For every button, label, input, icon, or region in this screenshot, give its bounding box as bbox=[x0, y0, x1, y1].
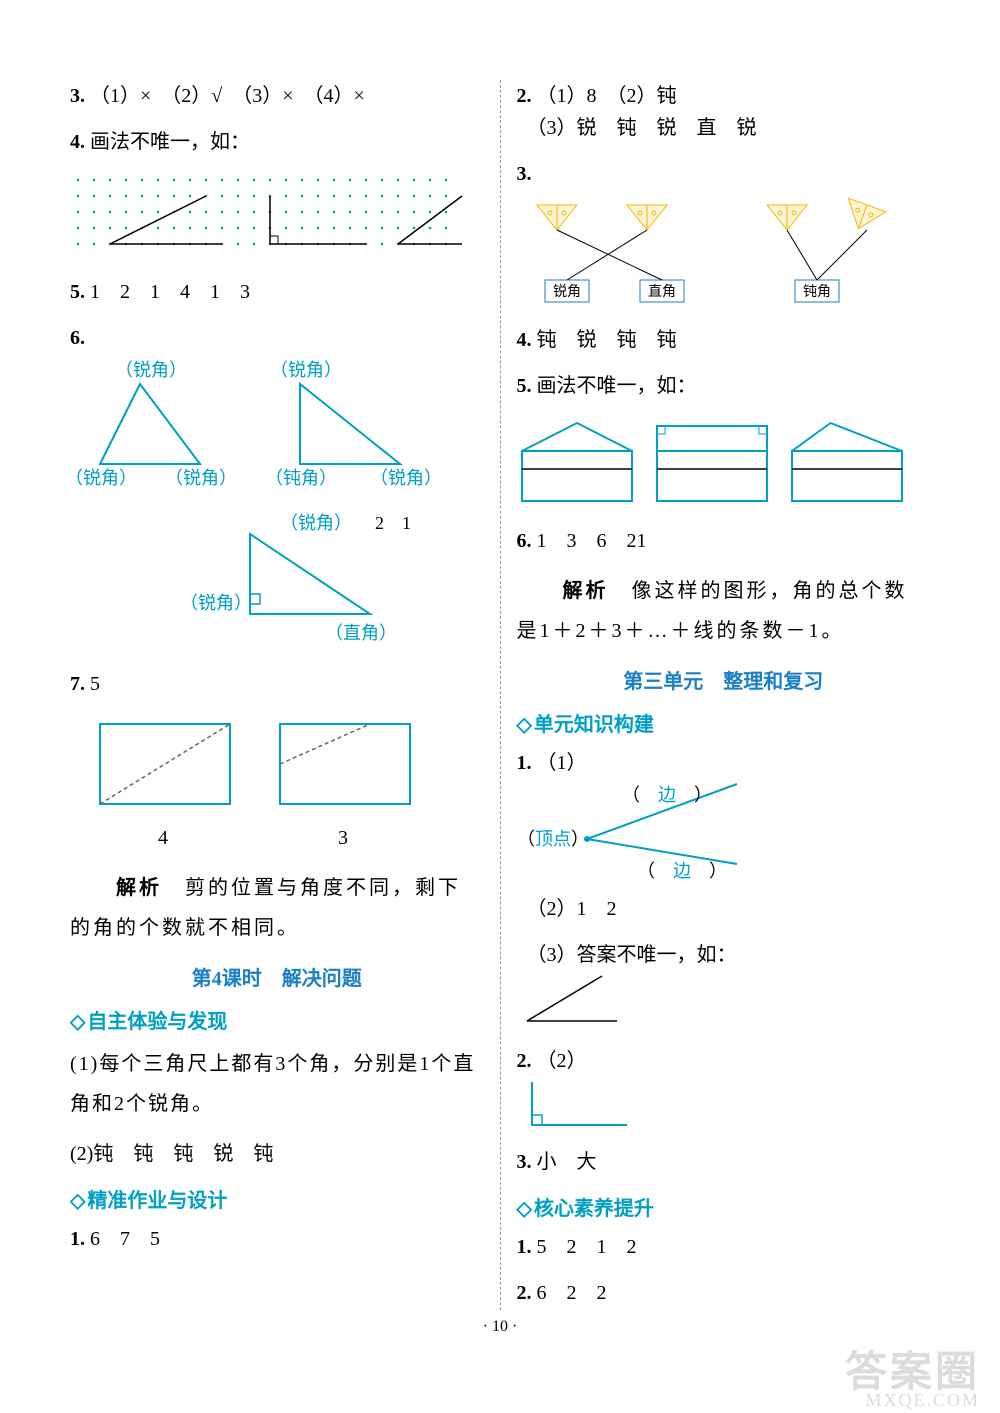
unit3-heading: 第三单元 整理和复习 bbox=[517, 665, 931, 694]
r-q6-text: 1 3 6 21 bbox=[537, 530, 647, 552]
svg-text:（直角）: （直角） bbox=[325, 623, 397, 643]
svg-text:（锐角）: （锐角） bbox=[280, 513, 352, 533]
svg-text:（钝角）: （钝角） bbox=[265, 468, 337, 488]
page-number: · 10 · bbox=[60, 1318, 940, 1336]
svg-text:钝角: 钝角 bbox=[803, 284, 831, 300]
q7-val: 5 bbox=[90, 673, 100, 695]
u-q1-sub3-text: （3）答案不唯一，如： bbox=[537, 944, 737, 966]
svg-text:（锐角）: （锐角） bbox=[270, 360, 342, 380]
q5-num: 5. bbox=[70, 281, 85, 303]
sec2-q1-text: 6 7 5 bbox=[90, 1228, 160, 1250]
q6-num: 6. bbox=[70, 327, 85, 349]
q3-text: （1）× （2）√ （3）× （4）× bbox=[90, 85, 365, 107]
sec2-q1: 1. 6 7 5 bbox=[70, 1223, 484, 1255]
right-angle-svg bbox=[517, 1077, 637, 1132]
r-q6-explain: 解析 像这样的图形，角的总个数是1＋2＋3＋…＋线的条数－1。 bbox=[517, 571, 931, 651]
r-q2-l2: （3）锐 钝 锐 直 锐 bbox=[537, 117, 757, 139]
r-q5-text: 画法不唯一，如： bbox=[537, 375, 697, 397]
svg-text:（锐角）: （锐角） bbox=[70, 468, 137, 488]
q4-text: 画法不唯一，如： bbox=[90, 131, 250, 153]
u-q2: 2. （2） bbox=[517, 1045, 931, 1132]
r-q6-num: 6. bbox=[517, 530, 532, 552]
sec1-i2: (2)钝 钝 钝 锐 钝 bbox=[70, 1138, 484, 1170]
r-q4: 4. 钝 锐 钝 钝 bbox=[517, 324, 931, 356]
svg-text:（锐角）: （锐角） bbox=[165, 468, 237, 488]
r-q2-num: 2. bbox=[517, 85, 532, 107]
u-q1-sub2: （2）1 2 bbox=[517, 893, 931, 925]
column-divider bbox=[500, 80, 501, 1310]
right-column: 2. （1）8 （2）钝 （3）锐 钝 锐 直 锐 3. 锐角 直角 钝角 4. 钝… bbox=[507, 80, 941, 1310]
c-q2: 2. 6 2 2 bbox=[517, 1277, 931, 1309]
q3-num: 3. bbox=[70, 85, 85, 107]
r-q4-num: 4. bbox=[517, 329, 532, 351]
u-q2-text: （2） bbox=[537, 1050, 587, 1072]
q6-row: 6. （锐角） （锐角） （锐角） （锐角） （钝角） （锐角） （锐角） 2 1 （锐角） （直… bbox=[70, 322, 484, 654]
r-q4-text: 钝 锐 钝 钝 bbox=[537, 329, 677, 351]
r-q3-num: 3. bbox=[517, 163, 532, 185]
watermark-url: MXQE.COM bbox=[865, 1390, 980, 1411]
q7-explain: 解析 剪的位置与角度不同，剩下的角的个数就不相同。 bbox=[70, 868, 484, 948]
c-q1-text: 5 2 1 2 bbox=[537, 1236, 637, 1258]
sec3-heading: 单元知识构建 bbox=[517, 708, 931, 737]
planes-svg: 锐角 直角 钝角 bbox=[517, 190, 917, 310]
q7-row: 7. 5 bbox=[70, 668, 484, 700]
dot-grid-svg bbox=[70, 172, 470, 262]
r-q6-explain-label: 解析 bbox=[563, 580, 609, 602]
q7-explain-label: 解析 bbox=[116, 877, 162, 899]
svg-text:（锐角）: （锐角） bbox=[180, 593, 252, 613]
r-q5-num: 5. bbox=[517, 375, 532, 397]
page-columns: 3. （1）× （2）√ （3）× （4）× 4. 画法不唯一，如： 5. 1 … bbox=[60, 80, 940, 1310]
r-q2-l1: （1）8 （2）钝 bbox=[537, 85, 677, 107]
r-q6: 6. 1 3 6 21 bbox=[517, 525, 931, 557]
left-column: 3. （1）× （2）√ （3）× （4）× 4. 画法不唯一，如： 5. 1 … bbox=[60, 80, 494, 1310]
u-q1-num: 1. bbox=[517, 752, 532, 774]
r-q3: 3. 锐角 直角 钝角 bbox=[517, 158, 931, 310]
svg-text:直角: 直角 bbox=[648, 283, 676, 300]
c-q1-num: 1. bbox=[517, 1236, 532, 1258]
q6-triangles-svg: （锐角） （锐角） （锐角） （锐角） （钝角） （锐角） （锐角） 2 1 （锐角） （直角） bbox=[70, 354, 470, 654]
q4-row: 4. 画法不唯一，如： bbox=[70, 126, 484, 158]
svg-text:锐角: 锐角 bbox=[553, 284, 581, 300]
svg-text:（ 边 ）: （ 边 ） bbox=[622, 785, 712, 805]
svg-text:3: 3 bbox=[338, 827, 348, 849]
u-q1-sub1: （1） bbox=[537, 752, 587, 774]
r-q2: 2. （1）8 （2）钝 （3）锐 钝 锐 直 锐 bbox=[517, 80, 931, 144]
r-q5-fig bbox=[517, 416, 931, 511]
q7-figures: 43 bbox=[70, 714, 484, 854]
svg-text:（顶点）: （顶点） bbox=[517, 829, 589, 849]
q5-row: 5. 1 2 1 4 1 3 bbox=[70, 276, 484, 308]
small-angle-svg bbox=[517, 971, 627, 1031]
sec1-i1: (1)每个三角尺上都有3个角，分别是1个直角和2个锐角。 bbox=[70, 1044, 484, 1124]
q5-text: 1 2 1 4 1 3 bbox=[90, 281, 250, 303]
angle-parts-svg: （ 边 ） （顶点） （ 边 ） bbox=[517, 779, 777, 879]
svg-text:（锐角）: （锐角） bbox=[370, 468, 442, 488]
c-q2-num: 2. bbox=[517, 1282, 532, 1304]
sec2-q1-num: 1. bbox=[70, 1228, 85, 1250]
u-q1-sub3: （3）答案不唯一，如： bbox=[517, 939, 931, 1031]
u-q2-num: 2. bbox=[517, 1050, 532, 1072]
sec1-heading: 自主体验与发现 bbox=[70, 1005, 484, 1034]
svg-text:2 1: 2 1 bbox=[375, 513, 411, 533]
q4-figure bbox=[70, 172, 484, 262]
u-q3: 3. 小 大 bbox=[517, 1146, 931, 1178]
c-q1: 1. 5 2 1 2 bbox=[517, 1231, 931, 1263]
q7-num: 7. bbox=[70, 673, 85, 695]
c-q2-text: 6 2 2 bbox=[537, 1282, 607, 1304]
svg-text:（ 边 ）: （ 边 ） bbox=[637, 861, 727, 879]
u-q1-sub2-text: （2）1 2 bbox=[537, 898, 617, 920]
q3-row: 3. （1）× （2）√ （3）× （4）× bbox=[70, 80, 484, 112]
lesson4-heading: 第4课时 解决问题 bbox=[70, 962, 484, 991]
q7-rects-svg: 43 bbox=[70, 714, 470, 854]
q4-num: 4. bbox=[70, 131, 85, 153]
r-q5: 5. 画法不唯一，如： bbox=[517, 370, 931, 402]
svg-text:4: 4 bbox=[158, 827, 168, 849]
sec4-heading: 核心素养提升 bbox=[517, 1192, 931, 1221]
u-q3-text: 小 大 bbox=[537, 1151, 597, 1173]
houses-svg bbox=[517, 416, 917, 511]
u-q3-num: 3. bbox=[517, 1151, 532, 1173]
svg-text:（锐角）: （锐角） bbox=[115, 360, 187, 380]
u-q1: 1. （1） （ 边 ） （顶点） （ 边 ） bbox=[517, 747, 931, 879]
sec2-heading: 精准作业与设计 bbox=[70, 1184, 484, 1213]
